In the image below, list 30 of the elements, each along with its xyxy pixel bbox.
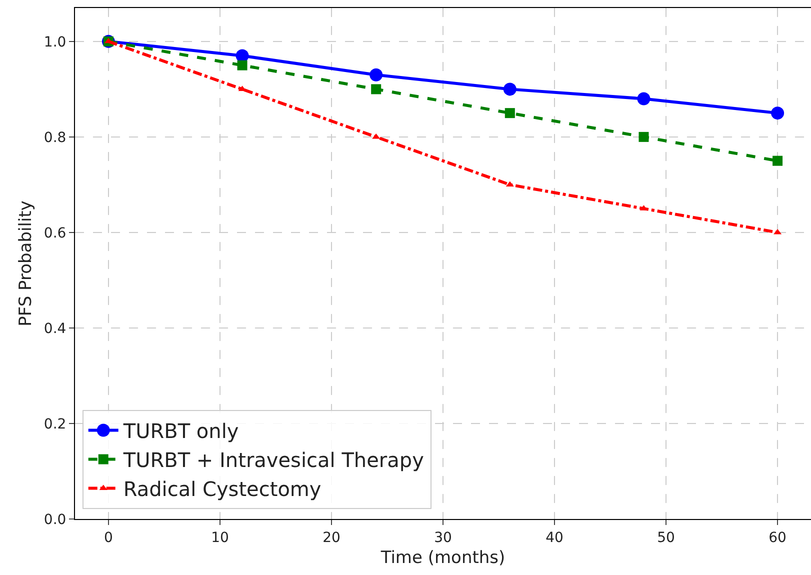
point <box>236 49 249 62</box>
y-axis-title: PFS Probability <box>16 200 36 326</box>
point <box>637 92 650 106</box>
y-tick-label: 1.0 <box>44 34 66 50</box>
x-tick-label: 20 <box>322 530 340 546</box>
y-tick-label: 0.8 <box>44 130 66 146</box>
y-tick-label: 0.2 <box>44 416 66 432</box>
y-tick-label: 0.4 <box>44 320 66 337</box>
x-tick-label: 10 <box>211 530 229 546</box>
point <box>771 106 784 120</box>
point <box>372 133 380 139</box>
point <box>503 82 516 96</box>
point <box>772 156 783 166</box>
y-tick-label: 0.0 <box>44 512 66 528</box>
x-axis-title: Time (months) <box>380 548 506 568</box>
point <box>370 68 383 82</box>
x-tick-label: 40 <box>546 530 564 546</box>
point <box>504 108 515 118</box>
legend-label: TURBT only <box>122 419 239 444</box>
point <box>237 60 248 70</box>
legend-label: Radical Cystectomy <box>123 477 322 502</box>
x-tick-label: 0 <box>104 530 113 546</box>
x-tick-label: 50 <box>657 530 675 546</box>
y-tick-label: 0.6 <box>44 225 66 242</box>
point <box>638 132 649 142</box>
point <box>774 228 782 234</box>
x-tick-label: 60 <box>768 530 786 546</box>
point <box>371 84 382 94</box>
x-tick-label: 30 <box>434 530 452 546</box>
legend-label: TURBT + Intravesical Therapy <box>122 448 424 472</box>
